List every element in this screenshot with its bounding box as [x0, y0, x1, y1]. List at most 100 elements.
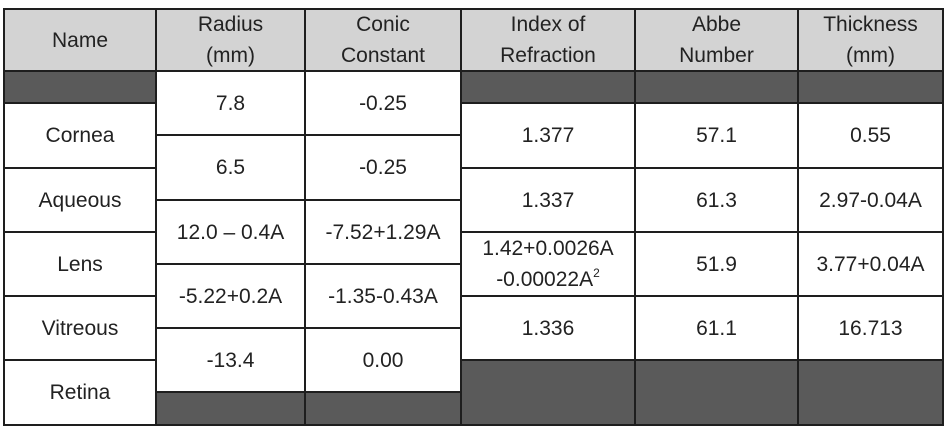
grid-line — [3, 8, 5, 426]
filler-thickness-bottom — [798, 360, 943, 425]
medium-thickness-text: 0.55 — [850, 124, 891, 147]
header-name-text: Name — [51, 28, 109, 52]
surface-conic-4: -1.35-0.43A — [305, 264, 461, 328]
surface-conic-2: -0.25 — [305, 135, 461, 200]
header-abbe: Abbe Number — [635, 9, 798, 71]
header-radius-line2: (mm) — [206, 44, 255, 67]
grid-line — [460, 359, 944, 361]
medium-name-text: Lens — [57, 252, 103, 276]
filler-thickness-top — [798, 71, 943, 103]
medium-name-text: Vitreous — [41, 316, 119, 340]
medium-name-text: Aqueous — [38, 188, 122, 212]
medium-thickness-cornea: 0.55 — [798, 103, 943, 168]
grid-line — [942, 8, 944, 426]
surface-radius-2: 6.5 — [156, 135, 305, 200]
filler-index-top — [461, 71, 635, 103]
grid-line — [155, 199, 462, 201]
medium-name-lens: Lens — [4, 232, 156, 296]
grid-line — [3, 359, 157, 361]
filler-name-top — [4, 71, 156, 103]
surface-radius-text: 12.0 – 0.4A — [176, 220, 285, 244]
filler-abbe-bottom — [635, 360, 798, 425]
medium-index-text: 1.336 — [521, 316, 575, 340]
surface-radius-3: 12.0 – 0.4A — [156, 200, 305, 264]
medium-index-text: 1.337 — [521, 188, 575, 212]
medium-abbe-text: 57.1 — [696, 124, 737, 147]
grid-line — [155, 263, 462, 265]
header-name: Name — [4, 9, 156, 71]
medium-thickness-vitreous: 16.713 — [798, 296, 943, 360]
surface-radius-text: 6.5 — [215, 156, 246, 179]
header-radius-line1: Radius — [197, 13, 264, 36]
filler-abbe-top — [635, 71, 798, 103]
medium-index-lens: 1.42+0.0026A -0.00022A2 — [461, 232, 635, 296]
medium-thickness-aqueous: 2.97-0.04A — [798, 168, 943, 232]
surface-radius-4: -5.22+0.2A — [156, 264, 305, 328]
medium-abbe-text: 61.3 — [696, 188, 737, 212]
grid-line — [3, 167, 157, 169]
medium-index-aqueous: 1.337 — [461, 168, 635, 232]
filler-conic-bottom — [305, 392, 461, 425]
header-conic-line1: Conic — [356, 13, 410, 36]
medium-name-cornea: Cornea — [4, 103, 156, 168]
medium-abbe-text: 61.1 — [696, 316, 737, 340]
surface-conic-text: -1.35-0.43A — [328, 284, 438, 308]
medium-thickness-text: 16.713 — [838, 316, 903, 340]
medium-abbe-cornea: 57.1 — [635, 103, 798, 168]
surface-conic-text: 0.00 — [362, 348, 404, 372]
grid-line — [3, 295, 157, 297]
medium-name-aqueous: Aqueous — [4, 168, 156, 232]
surface-radius-1: 7.8 — [156, 71, 305, 135]
medium-index-vitreous: 1.336 — [461, 296, 635, 360]
medium-thickness-text: 2.97-0.04A — [819, 188, 922, 212]
surface-conic-3: -7.52+1.29A — [305, 200, 461, 264]
header-thickness: Thickness (mm) — [798, 9, 943, 71]
filler-index-bottom — [461, 360, 635, 425]
grid-line — [3, 102, 157, 104]
grid-line — [460, 167, 944, 169]
medium-name-vitreous: Vitreous — [4, 296, 156, 360]
header-conic: Conic Constant — [305, 9, 461, 71]
grid-line — [797, 8, 799, 426]
grid-line — [460, 8, 462, 426]
grid-line — [155, 134, 462, 136]
medium-abbe-vitreous: 61.1 — [635, 296, 798, 360]
surface-radius-text: 7.8 — [215, 91, 246, 115]
filler-radius-bottom — [156, 392, 305, 425]
grid-line — [634, 8, 636, 426]
surface-conic-text: -0.25 — [359, 156, 407, 179]
grid-line — [3, 8, 944, 10]
medium-name-text: Retina — [49, 381, 111, 404]
medium-index-exponent: 2 — [593, 266, 600, 280]
surface-conic-text: -0.25 — [359, 91, 407, 115]
grid-line — [155, 327, 462, 329]
header-index-line1: Index of — [510, 13, 586, 36]
medium-abbe-text: 51.9 — [696, 252, 737, 276]
medium-name-retina: Retina — [4, 360, 156, 425]
grid-line — [3, 424, 944, 426]
grid-line — [460, 231, 944, 233]
surface-conic-text: -7.52+1.29A — [325, 220, 441, 244]
surface-radius-text: -13.4 — [206, 348, 255, 372]
medium-index-line1: 1.42+0.0026A — [482, 237, 614, 260]
grid-line — [3, 70, 944, 72]
surface-radius-text: -5.22+0.2A — [178, 284, 283, 308]
header-abbe-line2: Number — [679, 44, 754, 67]
medium-name-text: Cornea — [45, 124, 115, 147]
header-abbe-line1: Abbe — [691, 13, 742, 36]
medium-thickness-lens: 3.77+0.04A — [798, 232, 943, 296]
header-index-line2: Refraction — [500, 44, 596, 67]
grid-line — [460, 102, 944, 104]
grid-line — [304, 8, 306, 426]
grid-line — [155, 8, 157, 426]
medium-index-cornea: 1.377 — [461, 103, 635, 168]
surface-conic-5: 0.00 — [305, 328, 461, 392]
medium-abbe-aqueous: 61.3 — [635, 168, 798, 232]
grid-line — [460, 295, 944, 297]
header-index: Index of Refraction — [461, 9, 635, 71]
header-radius: Radius (mm) — [156, 9, 305, 71]
header-conic-line2: Constant — [340, 44, 426, 67]
header-thickness-line1: Thickness — [823, 13, 918, 36]
surface-conic-1: -0.25 — [305, 71, 461, 135]
medium-index-line2-base: -0.00022A — [496, 268, 594, 291]
